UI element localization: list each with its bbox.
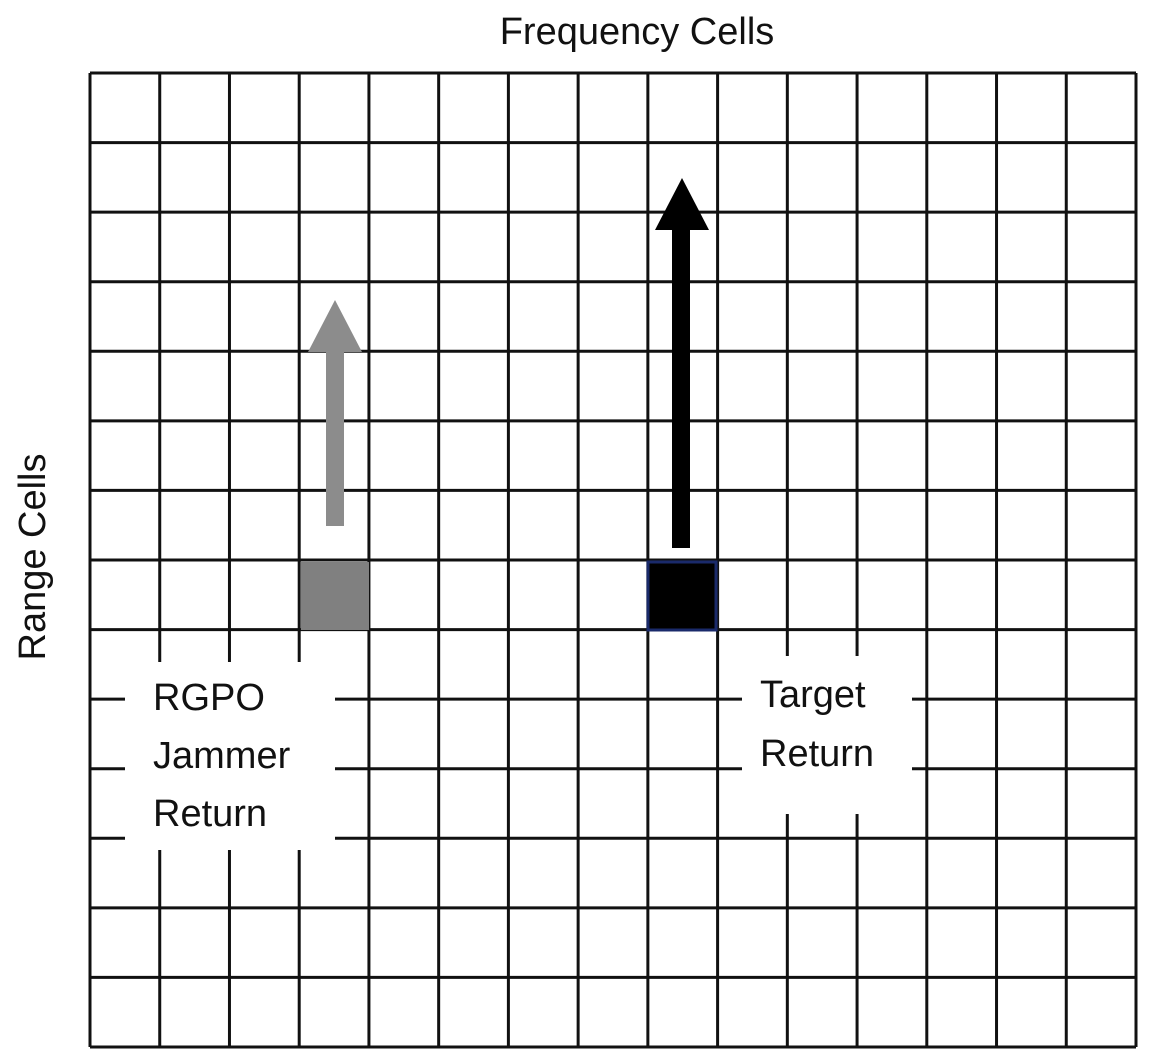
title: Frequency Cells [500,11,775,53]
jammer-label: Jammer [153,735,291,777]
label-background [742,656,912,814]
target-label: Target [760,674,866,716]
target-label: Return [760,733,874,775]
target-arrow-shaft [672,226,690,548]
target-cell [646,560,718,632]
grid [88,71,1138,1049]
y-axis-label: Range Cells [12,454,54,661]
jammer-label: Return [153,793,267,835]
jammer-arrow-head [308,300,362,352]
target-arrow-head [655,178,709,230]
jammer-label: RGPO [153,677,265,719]
label-background [125,662,335,850]
jammer-cell [301,562,369,630]
jammer-arrow-shaft [326,348,344,526]
